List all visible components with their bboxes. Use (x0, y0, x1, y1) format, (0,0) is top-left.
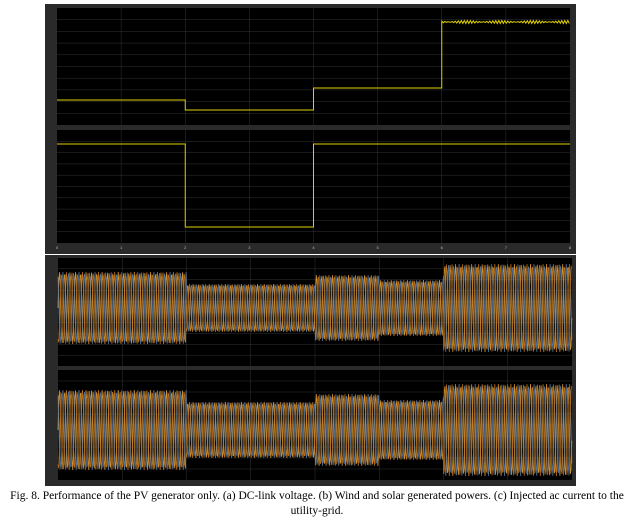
x-tick-label: 1 (120, 245, 123, 250)
current-trace (57, 263, 573, 353)
current-trace (57, 383, 573, 477)
x-tick-label: 4 (312, 245, 315, 250)
x-tick-label: 3 (248, 245, 251, 250)
x-tick-label: 7 (505, 245, 508, 250)
current-trace (57, 263, 573, 353)
x-tick-label: 0 (56, 245, 59, 250)
figure: 0 1 2 3 4 5 6 7 8 (45, 4, 576, 486)
x-tick-label: 5 (377, 245, 380, 250)
current-trace (57, 383, 573, 477)
current-trace (57, 383, 573, 477)
x-tick-label: 6 (441, 245, 444, 250)
figure-caption: Fig. 8. Performance of the PV generator … (10, 490, 624, 517)
x-tick-label: 8 (569, 245, 572, 250)
current-trace (57, 263, 573, 353)
power-trace (57, 143, 570, 228)
x-tick-label: 2 (184, 245, 187, 250)
dc-link-trace (57, 19, 570, 111)
